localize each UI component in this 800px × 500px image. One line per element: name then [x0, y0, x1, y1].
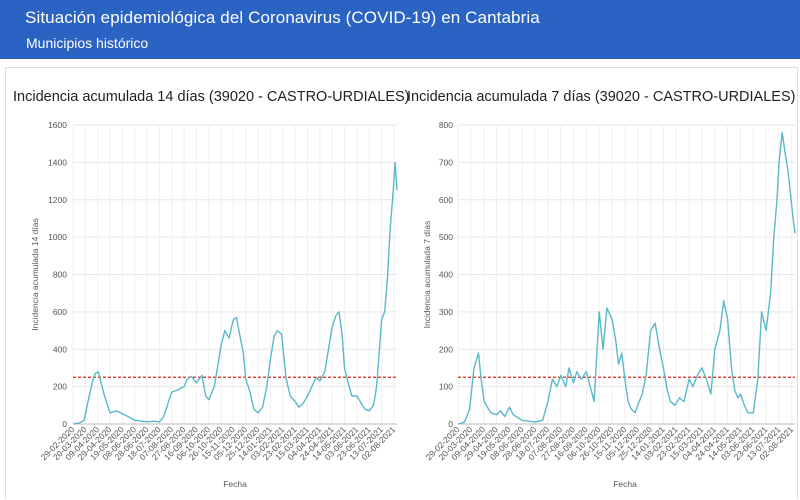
chart-7d: 010020030040050060070080029-02-202020-03…: [422, 120, 796, 489]
series-line: [458, 131, 796, 425]
x-axis-title: Fecha: [223, 479, 247, 489]
y-tick-label: 500: [439, 232, 453, 242]
y-axis-title: Incidencia acumulada 14 días: [30, 218, 40, 330]
page-header: Situación epidemiológica del Coronavirus…: [0, 0, 800, 59]
chart-title-7d: Incidencia acumulada 7 días (39020 - CAS…: [407, 89, 796, 105]
charts-panel: [5, 67, 798, 499]
series-line: [73, 161, 398, 425]
y-tick-label: 0: [448, 419, 453, 429]
y-tick-label: 1200: [48, 195, 67, 205]
y-axis-title: Incidencia acumulada 7 días: [422, 221, 432, 329]
y-tick-label: 600: [439, 195, 453, 205]
y-tick-label: 300: [439, 307, 453, 317]
y-tick-label: 400: [439, 270, 453, 280]
page-subtitle: Municipios histórico: [26, 35, 149, 51]
y-tick-label: 200: [53, 382, 67, 392]
y-tick-label: 200: [439, 344, 453, 354]
y-tick-label: 400: [53, 344, 67, 354]
y-tick-label: 100: [439, 382, 453, 392]
y-tick-label: 800: [439, 120, 453, 130]
y-tick-label: 1600: [48, 120, 67, 130]
chart-title-14d: Incidencia acumulada 14 días (39020 - CA…: [13, 89, 410, 105]
y-tick-label: 600: [53, 307, 67, 317]
y-tick-label: 0: [62, 419, 67, 429]
x-axis-title: Fecha: [613, 479, 637, 489]
y-tick-label: 1000: [48, 232, 67, 242]
page-title: Situación epidemiológica del Coronavirus…: [25, 8, 540, 27]
y-tick-label: 700: [439, 157, 453, 167]
y-tick-label: 800: [53, 270, 67, 280]
chart-14d: 0200400600800100012001400160029-02-20202…: [30, 120, 398, 489]
y-tick-label: 1400: [48, 157, 67, 167]
